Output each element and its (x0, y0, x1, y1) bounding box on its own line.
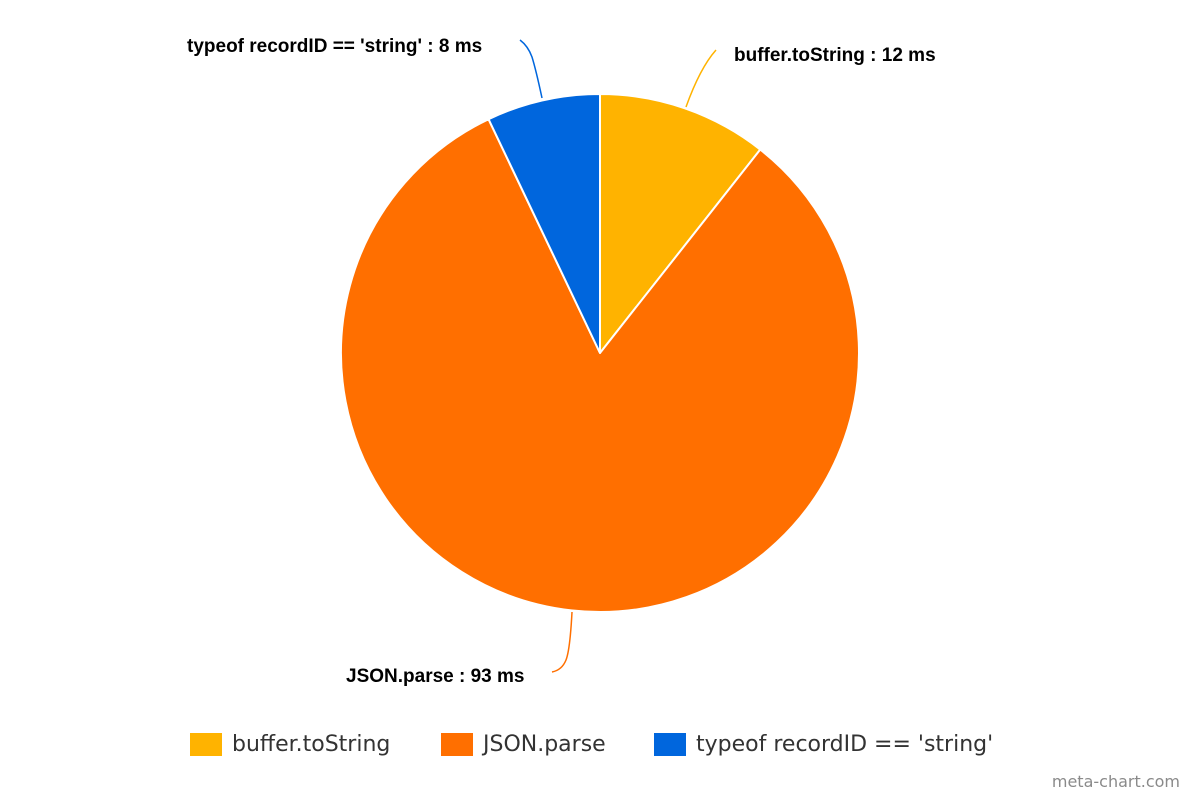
leader-line (685, 49, 717, 108)
legend-swatch (654, 733, 686, 756)
pie-slice-json-parse[interactable] (340, 118, 860, 613)
legend-label: JSON.parse (483, 732, 606, 757)
legend-swatch (441, 733, 473, 756)
legend-swatch (190, 733, 222, 756)
pie-slice-buffer-tostring[interactable] (599, 93, 762, 354)
legend-label: buffer.toString (232, 732, 391, 757)
slice-label-typeof-recordid: typeof recordID == 'string' : 8 ms (187, 36, 482, 57)
legend-label: typeof recordID == 'string' (696, 732, 994, 757)
slice-label-buffer-tostring: buffer.toString : 12 ms (734, 45, 936, 66)
slices-layer (340, 93, 860, 613)
leader-line (519, 39, 543, 99)
leader-lines-layer (519, 39, 717, 673)
legend: buffer.toString JSON.parse typeof record… (0, 730, 1200, 762)
leader-line (551, 611, 573, 673)
watermark: meta-chart.com (1051, 772, 1180, 791)
pie-slice-typeof-recordid-string[interactable] (487, 93, 601, 354)
slice-label-json-parse: JSON.parse : 93 ms (346, 666, 524, 687)
slice-labels-layer: buffer.toString : 12 ms JSON.parse : 93 … (187, 36, 936, 687)
